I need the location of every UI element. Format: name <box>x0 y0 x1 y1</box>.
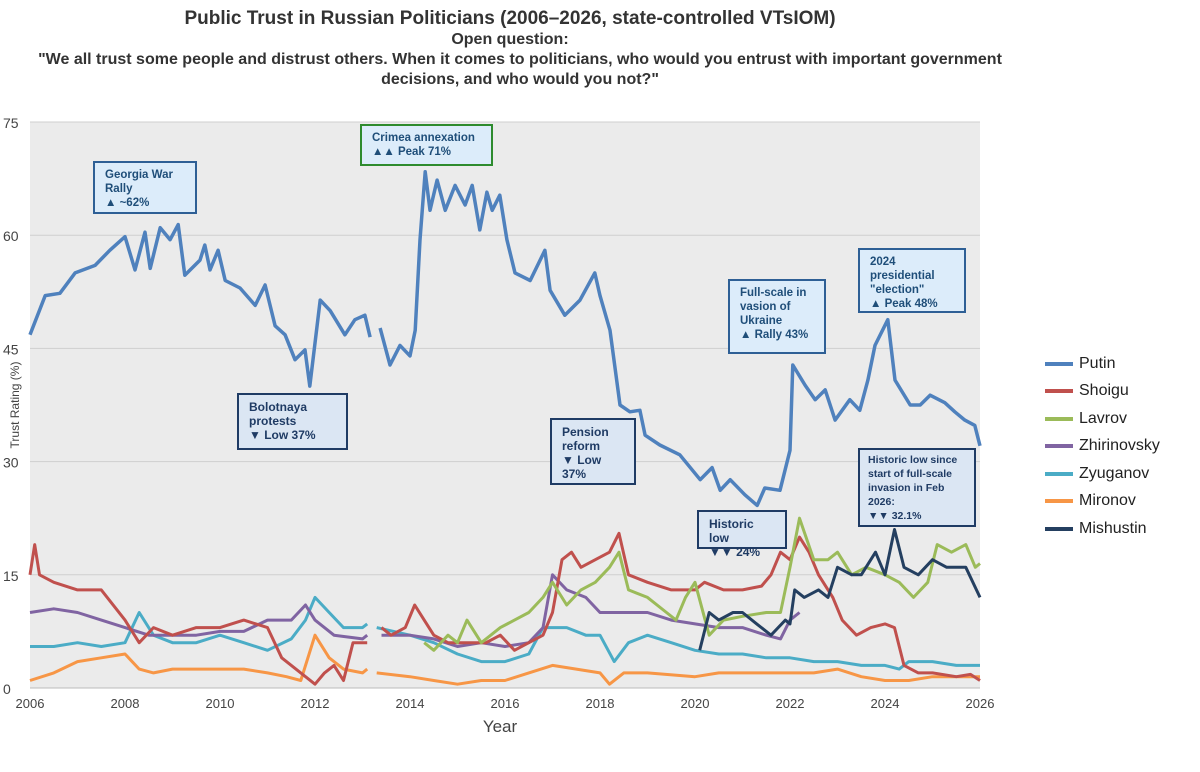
annotation-line: ▲▲ Peak 71% <box>372 146 452 158</box>
x-tick-label: 2024 <box>871 696 900 711</box>
annotation-georgia: Georgia War Rally ▲ ~62% <box>93 161 197 214</box>
annotation-crimea: Crimea annexation ▲▲ Peak 71% <box>360 124 493 166</box>
chart-subtitle: Open question: <box>451 31 569 48</box>
x-tick-label: 2018 <box>586 696 615 711</box>
annotation-line: 2026: <box>868 496 895 508</box>
legend-item-putin: Putin <box>1045 350 1160 378</box>
x-tick-label: 2016 <box>491 696 520 711</box>
legend-swatch <box>1045 361 1073 366</box>
y-axis-label: Trust Rating (%) <box>8 362 22 449</box>
x-tick-label: 2026 <box>966 696 995 711</box>
annotation-line: Bolotnaya <box>249 400 308 414</box>
annotation-line: presidential <box>870 270 935 282</box>
legend-swatch <box>1045 526 1073 531</box>
annotation-line: ▲ Peak 48% <box>870 298 938 310</box>
x-tick-label: 2012 <box>301 696 330 711</box>
legend-label: Putin <box>1079 354 1116 372</box>
annotation-line: invasion in Feb <box>868 482 945 494</box>
annotation-historic-low: Historic low ▼▼ 24% <box>697 510 787 559</box>
legend-item-zyuganov: Zyuganov <box>1045 460 1160 488</box>
legend-swatch <box>1045 499 1073 504</box>
legend-label: Zyuganov <box>1079 464 1150 482</box>
annotation-bolotnaya: Bolotnaya protests ▼ Low 37% <box>237 393 348 450</box>
series-line-mironov <box>29 633 980 686</box>
annotation-line: "election" <box>870 284 925 296</box>
chart-title: Public Trust in Russian Politicians (200… <box>184 8 836 29</box>
annotation-line: Georgia War <box>105 169 173 181</box>
annotation-line: Historic low <box>709 517 754 545</box>
annotation-line: ▼ Low 37% <box>249 428 316 442</box>
annotation-line: ▼▼ 24% <box>709 545 761 559</box>
annotation-line: ▼ Low <box>562 453 602 467</box>
x-axis-label: Year <box>483 717 518 736</box>
x-tick-label: 2022 <box>776 696 805 711</box>
legend-swatch <box>1045 471 1073 476</box>
x-tick-label: 2014 <box>396 696 425 711</box>
annotation-line: protests <box>249 414 297 428</box>
legend-label: Zhirinovsky <box>1079 437 1160 455</box>
legend-item-zhirinovsky: Zhirinovsky <box>1045 433 1160 461</box>
annotation-line: Crimea annexation <box>372 132 475 144</box>
legend-label: Shoigu <box>1079 382 1129 400</box>
annotation-line: vasion of <box>740 301 791 313</box>
legend-item-mishustin: Mishustin <box>1045 515 1160 543</box>
annotation-line: Rally <box>105 183 133 195</box>
annotation-line: ▲ Rally 43% <box>740 329 809 341</box>
series-line-zhirinovsky <box>29 573 801 648</box>
legend: Putin Shoigu Lavrov Zhirinovsky Zyuganov Miro… <box>1045 350 1160 543</box>
legend-item-lavrov: Lavrov <box>1045 405 1160 433</box>
annotation-line: Full-scale in <box>740 287 807 299</box>
annotation-election: 2024 presidential "election" ▲ Peak 48% <box>858 248 966 313</box>
annotation-line: ▲ ~62% <box>105 197 150 209</box>
annotation-line: reform <box>562 439 601 453</box>
series-line-lavrov <box>423 516 981 652</box>
legend-swatch <box>1045 389 1073 394</box>
series-line-mishustin <box>698 528 982 651</box>
annotation-line: Pension <box>562 425 609 439</box>
legend-item-mironov: Mironov <box>1045 488 1160 516</box>
y-tick-label: 60 <box>3 228 19 244</box>
annotation-line: Historic low since <box>868 454 958 466</box>
x-tick-label: 2020 <box>681 696 710 711</box>
annotation-line: ▼▼ 32.1% <box>868 510 922 522</box>
annotation-line: Ukraine <box>740 315 783 327</box>
legend-swatch <box>1045 444 1073 449</box>
y-tick-label: 30 <box>3 455 19 471</box>
legend-label: Lavrov <box>1079 409 1128 427</box>
annotation-invasion: Full-scale in vasion of Ukraine ▲ Rally 43% <box>728 279 826 354</box>
x-tick-label: 2010 <box>206 696 235 711</box>
annotation-historic-low-2026: Historic low since start of full-scale inv… <box>858 448 976 527</box>
y-tick-label: 0 <box>3 681 11 697</box>
series-line-zyuganov <box>30 595 980 671</box>
x-tick-label: 2006 <box>16 696 45 711</box>
legend-item-shoigu: Shoigu <box>1045 378 1160 406</box>
legend-swatch <box>1045 416 1073 421</box>
y-tick-label: 15 <box>3 568 19 584</box>
annotation-line: start of full-scale <box>868 468 953 480</box>
x-tick-label: 2008 <box>111 696 140 711</box>
y-tick-label: 45 <box>3 341 19 357</box>
annotation-line: 2024 <box>870 256 896 268</box>
annotation-pension: Pension reform ▼ Low 37% <box>550 418 636 485</box>
series-line-putin <box>28 170 982 508</box>
annotation-line: 37% <box>562 467 587 481</box>
y-tick-label: 75 <box>3 115 19 131</box>
legend-label: Mishustin <box>1079 519 1147 537</box>
legend-label: Mironov <box>1079 492 1136 510</box>
chart-question: "We all trust some people and distrust o… <box>38 51 1002 88</box>
